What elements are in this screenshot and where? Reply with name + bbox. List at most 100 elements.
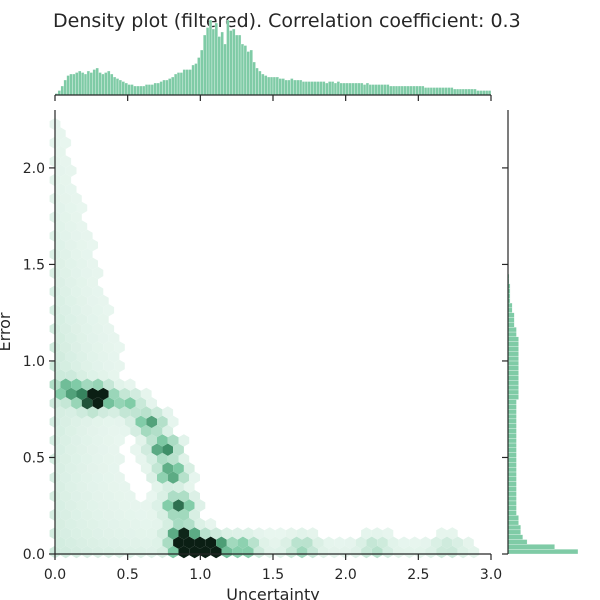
- top-histogram-bar: [191, 64, 195, 96]
- top-histogram-bar: [365, 82, 370, 96]
- hexbin-cell: [76, 499, 88, 512]
- top-histogram-bar: [415, 85, 419, 96]
- hexbin-cell: [114, 452, 125, 466]
- top-histogram-bar: [453, 88, 457, 96]
- top-histogram-bar: [252, 61, 256, 96]
- right-histogram-bar: [507, 529, 521, 535]
- hexbin-cell: [119, 387, 131, 401]
- top-histogram-bar: [110, 73, 114, 96]
- top-histogram-bar: [333, 82, 338, 96]
- hexbin-cell: [323, 536, 335, 549]
- top-histogram-bar: [487, 90, 492, 96]
- right-histogram-bar: [507, 399, 517, 405]
- hexbin-cell: [76, 387, 88, 401]
- top-histogram-bar: [380, 84, 384, 96]
- hexbin-cell: [157, 415, 168, 428]
- hexbin-cell: [60, 434, 72, 447]
- hexbin-cell: [425, 545, 437, 559]
- top-histogram-bar: [482, 90, 486, 96]
- hexbin-cell: [157, 508, 168, 521]
- hexbin-cell: [140, 424, 152, 438]
- hexbin-cell: [81, 378, 93, 391]
- hexbin-cell: [81, 359, 93, 373]
- y-tick-label: 0.5: [23, 450, 45, 466]
- y-axis-label: Error: [0, 312, 14, 351]
- hexbin-cell: [167, 434, 179, 447]
- top-histogram-bar: [287, 79, 291, 96]
- right-histogram-bar: [507, 534, 524, 540]
- hexbin-cell: [108, 499, 120, 512]
- hexbin-cell: [55, 443, 66, 456]
- top-histogram-bar: [107, 70, 111, 96]
- top-histogram-bar: [86, 70, 91, 96]
- hexbin-cell: [436, 527, 447, 540]
- hexbin-cell: [98, 387, 109, 401]
- top-histogram-bar: [92, 69, 96, 96]
- hexbin-cell: [108, 480, 120, 494]
- top-histogram-bar: [296, 79, 300, 96]
- top-histogram-bar: [203, 34, 207, 96]
- hexbin-cell: [162, 443, 174, 456]
- hexbin-cell: [92, 304, 104, 317]
- hexbin-cell: [76, 406, 88, 419]
- top-histogram-bar: [345, 82, 349, 96]
- hexbin-cell: [114, 434, 125, 447]
- hexbin-cell: [178, 508, 190, 521]
- hexbin-cell: [114, 527, 125, 540]
- hexbin-cell: [55, 313, 66, 326]
- top-histogram-bar: [461, 88, 465, 96]
- hexbin-cell: [124, 378, 136, 391]
- hexbin-cell: [119, 517, 131, 531]
- top-histogram-bar: [409, 85, 413, 96]
- top-histogram-bar: [81, 72, 85, 96]
- hexbin-cell: [55, 257, 66, 270]
- hexbin-cell: [146, 508, 157, 521]
- hexbin-cell: [140, 443, 152, 456]
- x-tick-label: 1.5: [262, 567, 284, 583]
- hexbin-cell: [71, 359, 82, 373]
- top-histogram-bar: [156, 82, 160, 96]
- top-histogram-bar: [336, 81, 341, 96]
- top-histogram-bar: [147, 84, 152, 96]
- hexbin-cell: [65, 387, 77, 401]
- hexbin-cell: [71, 545, 82, 559]
- hexbin-cell: [167, 527, 179, 540]
- x-tick-label: 2.5: [407, 567, 429, 583]
- right-histogram-bar: [507, 510, 517, 516]
- hexbin-cell: [65, 183, 77, 196]
- hexbin-cell: [60, 471, 72, 484]
- top-histogram-bar: [377, 84, 381, 96]
- hexbin-cell: [162, 499, 174, 512]
- top-histogram-bar: [325, 82, 329, 96]
- hexbin-cell: [173, 480, 184, 494]
- top-histogram-bar: [339, 82, 343, 96]
- right-histogram-bar: [507, 317, 515, 323]
- hexbin-cell: [60, 155, 72, 168]
- hexbin-cell: [92, 490, 104, 503]
- hexbin-cell: [103, 508, 115, 521]
- top-histogram-bar: [383, 84, 387, 96]
- hexbin-cell: [269, 536, 281, 549]
- hexbin-cell: [71, 248, 82, 261]
- top-histogram-bar: [421, 85, 425, 96]
- hexbin-cell: [71, 452, 82, 466]
- hexbin-cell: [55, 387, 66, 401]
- right-histogram-bar: [507, 375, 519, 381]
- right-histogram-bar: [507, 380, 519, 386]
- top-histogram-bar: [374, 84, 378, 96]
- hexbin-cell: [55, 220, 66, 233]
- axes: 0.0 0.5 1.0 1.5 2.0 2.5 3.0 0.0 0.5 1.0 1.5 2.0: [23, 94, 509, 583]
- hexbin-cell: [65, 480, 77, 494]
- hexbin-cell: [55, 331, 66, 345]
- hexbin-cell: [87, 536, 98, 549]
- hexbin-cell: [151, 536, 163, 549]
- top-histogram-bar: [226, 19, 230, 96]
- hexbin-cell: [183, 517, 195, 531]
- top-histogram-bar: [357, 82, 361, 96]
- hexbin-cell: [430, 536, 442, 549]
- hexbin-cell: [452, 536, 464, 549]
- hexbin-cell: [71, 266, 82, 280]
- top-histogram-bar: [267, 76, 271, 96]
- hexbin-cell: [108, 387, 120, 401]
- hexbin-cell: [275, 545, 286, 559]
